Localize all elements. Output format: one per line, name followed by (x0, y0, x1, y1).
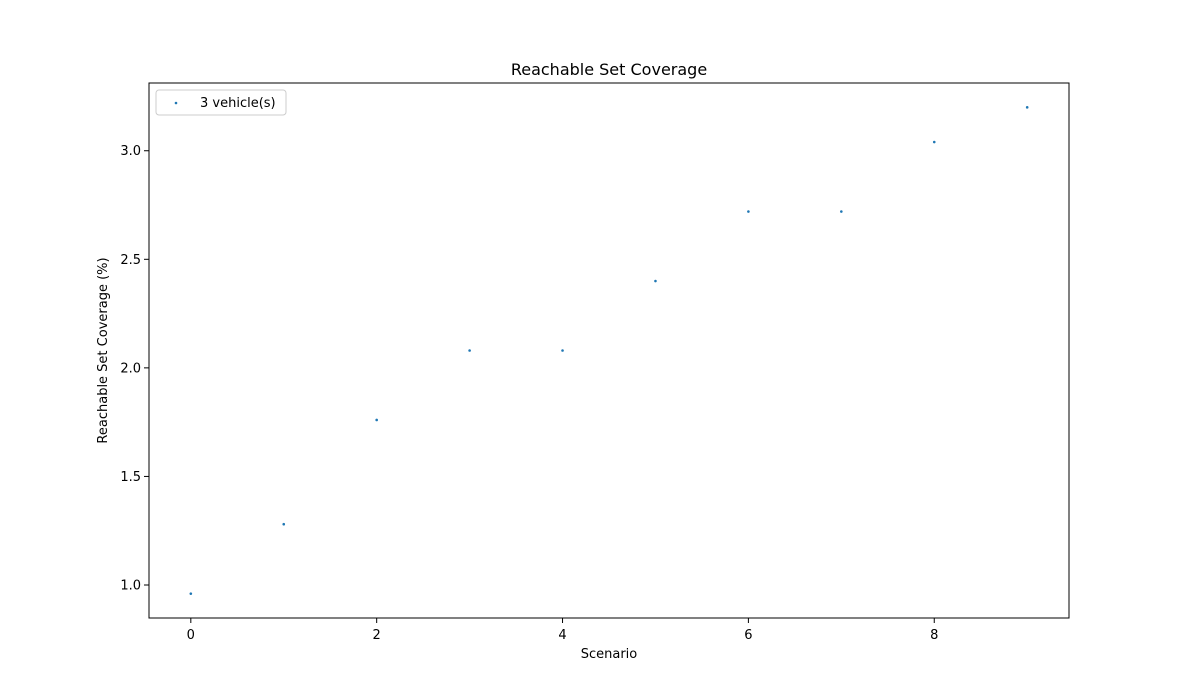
y-axis-ticks: 1.0 1.5 2.0 2.5 3.0 (120, 144, 149, 593)
plot-area (149, 83, 1069, 618)
legend-box (155, 89, 287, 116)
legend-label: 3 vehicle(s) (200, 96, 276, 111)
data-point (282, 522, 286, 526)
chart-title: Reachable Set Coverage (511, 60, 707, 79)
legend-marker (174, 101, 178, 105)
data-point (375, 418, 378, 422)
x-axis-ticks: 0 2 4 6 8 (187, 618, 938, 643)
data-point (747, 210, 750, 213)
plot-frame (148, 82, 1070, 619)
x-tick-label: 8 (930, 628, 938, 643)
data-point (1025, 106, 1029, 109)
data-point (654, 279, 657, 283)
x-tick-label: 0 (187, 628, 195, 643)
y-tick-label: 2.5 (120, 253, 141, 268)
x-tick-label: 4 (558, 628, 566, 643)
data-point (840, 210, 843, 213)
x-tick-label: 6 (744, 628, 752, 643)
data-points (189, 106, 1029, 595)
data-point (561, 349, 564, 352)
data-point (468, 349, 471, 352)
data-point (189, 592, 193, 595)
y-tick-label: 1.5 (120, 470, 141, 485)
x-tick-label: 2 (373, 628, 381, 643)
y-axis-label: Reachable Set Coverage (%) (96, 257, 111, 443)
y-tick-label: 1.0 (120, 578, 141, 593)
data-point (932, 140, 936, 144)
legend: 3 vehicle(s) (155, 89, 287, 116)
x-axis-label: Scenario (581, 647, 638, 662)
y-tick-label: 3.0 (120, 144, 141, 159)
y-tick-label: 2.0 (120, 361, 141, 376)
